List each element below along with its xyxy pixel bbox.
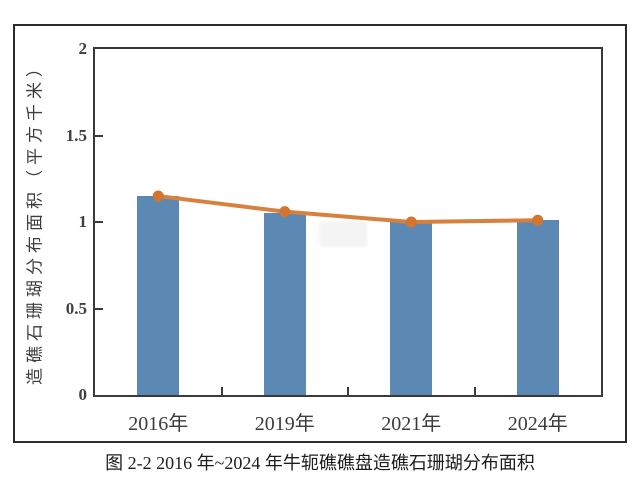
y-axis-title: 造礁石珊瑚分布面积（平方千米） — [25, 55, 45, 385]
plot-area — [93, 47, 603, 397]
figure-box: 造礁石珊瑚分布面积（平方千米） 0 0.5 1 1.5 2 2016年 2019年 2021年… — [13, 24, 627, 443]
y-tick-label: 1.5 — [65, 125, 87, 145]
y-tick-label: 2 — [78, 39, 88, 58]
x-tick-label: 2019年 — [254, 413, 315, 435]
bar — [516, 220, 559, 395]
watermark — [319, 221, 367, 247]
x-tick-label: 2021年 — [381, 413, 442, 435]
x-tick-mark — [347, 387, 349, 395]
y-tick-label: 0.5 — [65, 298, 87, 318]
bar — [137, 196, 180, 395]
y-tick-mark — [95, 307, 103, 310]
x-tick-mark — [220, 387, 223, 395]
y-tick-mark — [95, 221, 103, 223]
y-tick-label: 0 — [78, 385, 88, 404]
y-tick-label: 1 — [78, 212, 88, 231]
trend-line — [156, 194, 540, 225]
bar — [263, 213, 306, 395]
bar — [390, 222, 433, 395]
x-tick-label: 2016年 — [128, 413, 189, 435]
x-tick-label: 2024年 — [507, 413, 568, 435]
figure-caption: 图 2-2 2016 年~2024 年牛轭礁礁盘造礁石珊瑚分布面积 — [105, 453, 535, 473]
x-tick-mark — [473, 387, 476, 395]
y-tick-mark — [95, 134, 103, 137]
